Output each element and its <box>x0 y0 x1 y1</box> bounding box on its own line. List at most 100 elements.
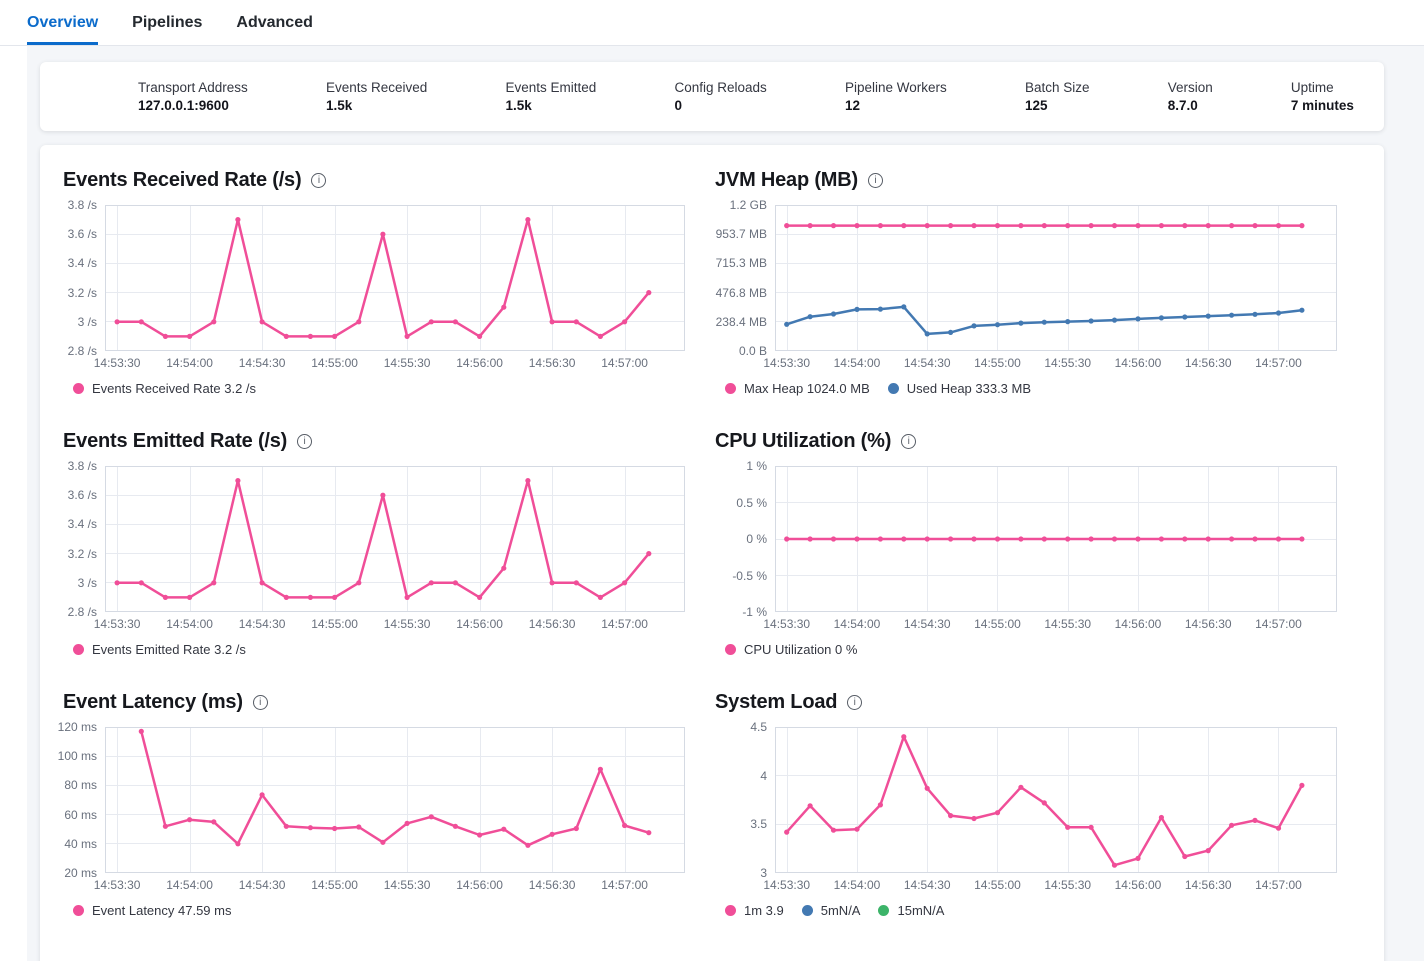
stat-label: Events Emitted <box>505 80 597 95</box>
series-point <box>187 333 193 339</box>
series-point <box>235 217 241 223</box>
series-point <box>877 802 883 808</box>
info-icon[interactable]: i <box>311 173 327 188</box>
page-content: Transport Address 127.0.0.1:9600 Events … <box>27 46 1424 961</box>
series-point <box>211 319 217 325</box>
series-point <box>477 832 483 838</box>
y-tick-label: 953.7 MB <box>715 227 767 242</box>
legend-item: Event Latency 47.59 ms <box>73 903 231 918</box>
x-tick-label: 14:55:00 <box>974 617 1021 631</box>
series-point <box>971 536 977 542</box>
series-line <box>115 218 651 338</box>
tab-pipelines[interactable]: Pipelines <box>132 13 203 31</box>
series-point <box>1065 319 1071 325</box>
x-tick-label: 14:56:00 <box>1114 617 1162 631</box>
series-point <box>452 823 458 829</box>
stat-events-received: Events Received 1.5k <box>326 80 427 113</box>
series-point <box>1299 307 1305 313</box>
node-summary-bar: Transport Address 127.0.0.1:9600 Events … <box>40 62 1384 131</box>
y-tick-label: -0.5 % <box>732 568 767 583</box>
chart-legend: Event Latency 47.59 ms <box>73 903 685 918</box>
stat-value: 1.5k <box>505 98 532 113</box>
info-icon[interactable]: i <box>847 695 863 710</box>
series-point <box>404 333 410 339</box>
series-point <box>114 319 120 325</box>
x-axis-labels: 14:53:30 14:54:00 14:54:30 14:55:00 14:55:30… <box>763 873 1337 893</box>
y-tick-label: 715.3 MB <box>715 256 767 271</box>
stat-label: Pipeline Workers <box>844 80 947 95</box>
line-chart-plot[interactable] <box>775 727 1337 873</box>
series-point <box>877 223 883 229</box>
series-point <box>646 551 652 557</box>
series-point <box>1135 536 1141 542</box>
chart-cpu-utilization: CPU Utilization (%) i 1 % 0.5 % 0 % -0.5 % -… <box>715 430 1337 657</box>
y-tick-label: 1.2 GB <box>729 198 767 212</box>
series-point <box>622 580 628 586</box>
legend-label: CPU Utilization 0 % <box>744 642 858 657</box>
stat-batch-size: Batch Size 125 <box>1025 80 1090 113</box>
chart-title: Event Latency (ms) <box>63 691 243 713</box>
y-tick-label: 3.4 /s <box>67 256 97 271</box>
chart-event-latency: Event Latency (ms) i 120 ms 100 ms 80 ms 60… <box>58 691 685 918</box>
info-icon[interactable]: i <box>867 173 883 188</box>
series-point <box>1275 536 1282 542</box>
series-point <box>1018 320 1024 326</box>
legend-dot <box>725 905 736 916</box>
line-chart-plot[interactable] <box>105 727 685 873</box>
chart-legend: Max Heap 1024.0 MB Used Heap 333.3 MB <box>725 381 1337 396</box>
tab-overview[interactable]: Overview <box>27 0 99 45</box>
chart-system-load: System Load i 4.5 4 3.5 3 14:53:30 14:54:00 1… <box>715 691 1337 918</box>
line-chart-plot[interactable] <box>105 466 685 612</box>
series-point <box>1275 310 1282 316</box>
y-tick-label: 3 <box>760 866 767 880</box>
series-point <box>356 319 362 325</box>
x-tick-label: 14:55:00 <box>311 356 358 370</box>
x-tick-label: 14:54:00 <box>166 878 213 892</box>
series-point <box>235 841 241 847</box>
legend-label: 15mN/A <box>897 903 945 918</box>
y-tick-label: 3.6 /s <box>67 227 97 242</box>
line-chart-plot[interactable] <box>105 205 685 351</box>
line-chart-plot[interactable] <box>775 205 1337 351</box>
y-tick-label: 476.8 MB <box>715 285 767 300</box>
series-point <box>1041 536 1047 542</box>
series-point <box>854 536 860 542</box>
series-point <box>1135 316 1141 322</box>
info-icon[interactable]: i <box>252 695 268 710</box>
series-point <box>994 322 1001 328</box>
legend-item: Events Received Rate 3.2 /s <box>73 381 256 396</box>
series-point <box>1252 223 1258 229</box>
series-point <box>807 536 813 542</box>
y-tick-label: 4.5 <box>750 720 767 734</box>
series-point <box>901 536 907 542</box>
x-tick-label: 14:56:30 <box>528 878 576 892</box>
tab-advanced[interactable]: Advanced <box>236 13 313 31</box>
x-axis-labels: 14:53:30 14:54:00 14:54:30 14:55:00 14:55:30… <box>94 351 685 371</box>
y-tick-label: 1 % <box>746 459 767 473</box>
line-chart-plot[interactable] <box>775 466 1337 612</box>
series-point <box>332 333 338 339</box>
series-point <box>404 594 410 600</box>
x-tick-label: 14:56:00 <box>1114 356 1162 370</box>
series-point <box>948 813 954 819</box>
x-axis-labels: 14:53:30 14:54:00 14:54:30 14:55:00 14:55:30… <box>94 873 685 893</box>
series-point <box>1111 223 1118 229</box>
series-point <box>924 331 930 337</box>
series-point <box>1135 223 1141 229</box>
x-tick-label: 14:56:30 <box>1184 878 1232 892</box>
x-tick-label: 14:56:30 <box>1184 617 1232 631</box>
series-point <box>138 728 144 734</box>
info-icon[interactable]: i <box>901 434 917 449</box>
y-tick-label: 0.5 % <box>736 495 767 510</box>
chart-events-emitted-rate: Events Emitted Rate (/s) i 3.8 /s 3.6 /s 3… <box>63 430 685 657</box>
series-point <box>380 231 386 237</box>
series-point <box>428 580 434 586</box>
series-point <box>971 323 977 329</box>
info-icon[interactable]: i <box>297 434 313 449</box>
y-tick-label: 3 /s <box>77 575 97 590</box>
series-point <box>283 333 289 339</box>
stat-label: Version <box>1167 80 1213 95</box>
series-point <box>1229 223 1235 229</box>
stat-value: 12 <box>844 98 861 113</box>
x-tick-label: 14:57:00 <box>601 617 648 631</box>
